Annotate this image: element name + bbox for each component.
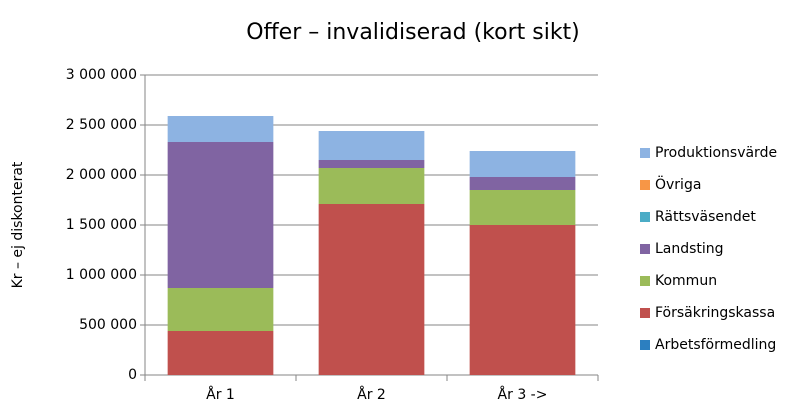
bar-segment (167, 142, 274, 288)
y-axis-label: Kr – ej diskonterat (10, 161, 26, 288)
bar-segment (469, 151, 576, 177)
legend-label: Kommun (655, 273, 717, 289)
x-tick-label: År 2 (357, 386, 386, 403)
bar-segment (167, 331, 274, 375)
y-tick-label: 1 000 000 (66, 267, 137, 283)
bar-segment (469, 190, 576, 225)
legend-label: Rättsväsendet (655, 209, 756, 225)
legend-swatch (640, 148, 650, 158)
y-tick-label: 3 000 000 (66, 67, 137, 83)
y-tick-label: 1 500 000 (66, 217, 137, 233)
bar-segment (469, 177, 576, 190)
legend-label: Landsting (655, 241, 724, 257)
bar-segment (167, 288, 274, 331)
y-tick-label: 500 000 (79, 317, 137, 333)
x-tick-label: År 1 (206, 386, 235, 403)
bar-segment (318, 204, 425, 375)
legend-swatch (640, 180, 650, 190)
bar-segment (318, 168, 425, 204)
legend-swatch (640, 244, 650, 254)
bar-segment (167, 116, 274, 142)
x-tick-label: År 3 -> (498, 386, 548, 403)
legend-label: Övriga (655, 175, 701, 193)
bar-segment (318, 131, 425, 160)
legend-swatch (640, 212, 650, 222)
bar-segment (318, 160, 425, 168)
legend-swatch (640, 340, 650, 350)
legend-label: Arbetsförmedling (655, 337, 776, 353)
chart-title: Offer – invalidiserad (kort sikt) (246, 20, 580, 45)
y-tick-label: 0 (128, 367, 137, 383)
legend-swatch (640, 308, 650, 318)
y-tick-label: 2 500 000 (66, 117, 137, 133)
y-tick-label: 2 000 000 (66, 167, 137, 183)
legend-label: Produktionsvärde (655, 145, 777, 161)
legend-swatch (640, 276, 650, 286)
bar-segment (469, 225, 576, 375)
legend-label: Försäkringskassa (655, 305, 775, 321)
